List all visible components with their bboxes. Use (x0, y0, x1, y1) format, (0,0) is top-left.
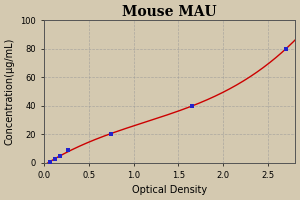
Point (284, 47, 289, 50)
Point (66, 148, 70, 152)
X-axis label: Optical Density: Optical Density (132, 185, 207, 195)
Point (58, 154, 62, 157)
Point (190, 104, 194, 107)
Point (109, 133, 113, 136)
Y-axis label: Concentration(μg/mL): Concentration(μg/mL) (5, 38, 15, 145)
Point (48, 161, 52, 164)
Point (53, 157, 58, 160)
Title: Mouse MAU: Mouse MAU (122, 5, 217, 19)
